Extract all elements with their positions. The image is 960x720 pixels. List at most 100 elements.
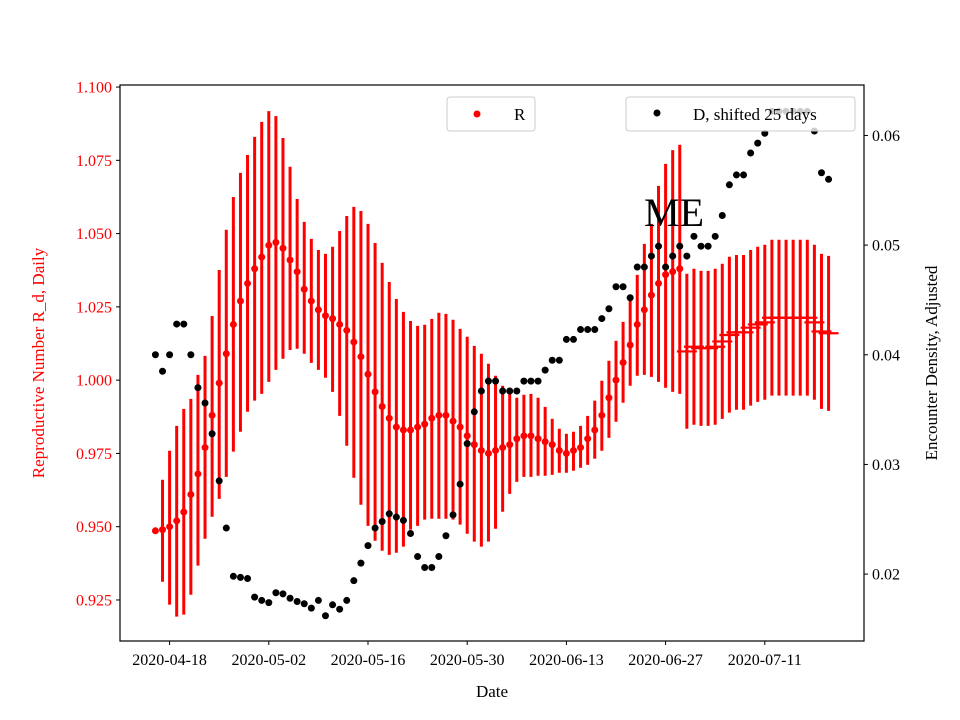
y-left-tick-label: 1.025 [76, 299, 112, 316]
r-point [407, 426, 415, 434]
r-point [194, 470, 202, 478]
r-point [612, 376, 620, 384]
r-point [336, 320, 344, 328]
r-point [633, 320, 641, 328]
d-point [577, 326, 585, 334]
r-point [435, 411, 443, 419]
r-point [605, 394, 613, 402]
plot-frame [119, 84, 865, 642]
d-point [272, 589, 280, 597]
r-point [229, 320, 237, 328]
d-point [626, 294, 634, 302]
d-point [711, 232, 719, 240]
d-point [244, 574, 252, 582]
x-tick-label: 2020-06-27 [628, 652, 703, 669]
d-point [307, 604, 315, 612]
r-point [378, 403, 386, 411]
d-point [690, 232, 698, 240]
d-point [385, 510, 393, 518]
r-point [619, 359, 627, 367]
d-point [612, 283, 620, 291]
d-point [435, 553, 443, 561]
d-point [506, 387, 514, 395]
r-point [640, 306, 648, 314]
r-point [449, 417, 457, 425]
r-point [201, 444, 209, 452]
d-point [215, 477, 223, 485]
d-point [477, 387, 485, 395]
d-point [378, 517, 386, 525]
d-point [279, 590, 287, 598]
r-point [350, 338, 358, 346]
r-point [258, 253, 266, 261]
r-point [492, 446, 500, 454]
r-point [555, 446, 563, 454]
legend-d-label: D, shifted 25 days [693, 105, 817, 124]
d-point [825, 175, 833, 183]
d-point [357, 559, 365, 567]
r-point [527, 432, 535, 440]
r-point [329, 315, 337, 323]
d-point [300, 600, 308, 608]
d-point [704, 242, 712, 250]
d-point [173, 320, 181, 328]
d-point [456, 480, 464, 488]
r-point [159, 526, 167, 534]
y-left-tick-label: 1.100 [76, 80, 112, 97]
d-point [428, 564, 436, 572]
x-tick-label: 2020-05-02 [231, 652, 306, 669]
r-point [414, 423, 422, 431]
r-point [371, 388, 379, 396]
d-point [676, 242, 684, 250]
r-point [314, 306, 322, 314]
d-point [732, 171, 740, 179]
r-point [520, 432, 528, 440]
r-point [307, 297, 315, 305]
r-point [577, 444, 585, 452]
d-point [655, 242, 663, 250]
d-point [336, 605, 344, 613]
d-point [534, 377, 542, 385]
r-point [463, 432, 471, 440]
d-point [591, 326, 599, 334]
x-tick-label: 2020-05-16 [331, 652, 406, 669]
r-point [499, 444, 507, 452]
d-point [499, 387, 507, 395]
d-point [747, 149, 755, 157]
r-point [364, 370, 372, 378]
r-point [357, 353, 365, 361]
d-point [725, 181, 733, 189]
d-point [236, 573, 244, 581]
d-point [513, 387, 521, 395]
y-left-tick-label: 0.950 [76, 519, 112, 536]
d-point [492, 377, 500, 385]
y-left-tick-label: 1.050 [76, 226, 112, 243]
d-point [718, 212, 726, 220]
d-point [470, 408, 478, 416]
d-point [321, 612, 329, 620]
d-point [151, 351, 159, 359]
y-axis-right-label: Encounter Density, Adjusted [922, 265, 941, 460]
r-point [293, 268, 301, 276]
r-point [676, 265, 684, 273]
legend-r: R [446, 96, 536, 132]
d-point [314, 596, 322, 604]
r-point [484, 449, 492, 457]
d-point [669, 252, 677, 260]
d-point [229, 572, 237, 580]
r-point [321, 312, 329, 320]
d-point [740, 171, 748, 179]
legend-r-label: R [514, 105, 526, 124]
x-axis: 2020-04-18 2020-05-02 2020-05-16 2020-05-30… [132, 641, 802, 669]
r-point [548, 441, 556, 449]
x-tick-label: 2020-06-13 [529, 652, 604, 669]
d-point [584, 326, 592, 334]
r-point [392, 423, 400, 431]
d-point [187, 351, 195, 359]
r-point [442, 411, 450, 419]
y-left-tick-label: 0.975 [76, 446, 112, 463]
y-right-tick-label: 0.02 [872, 567, 900, 584]
r-point [456, 423, 464, 431]
r-point [562, 449, 570, 457]
